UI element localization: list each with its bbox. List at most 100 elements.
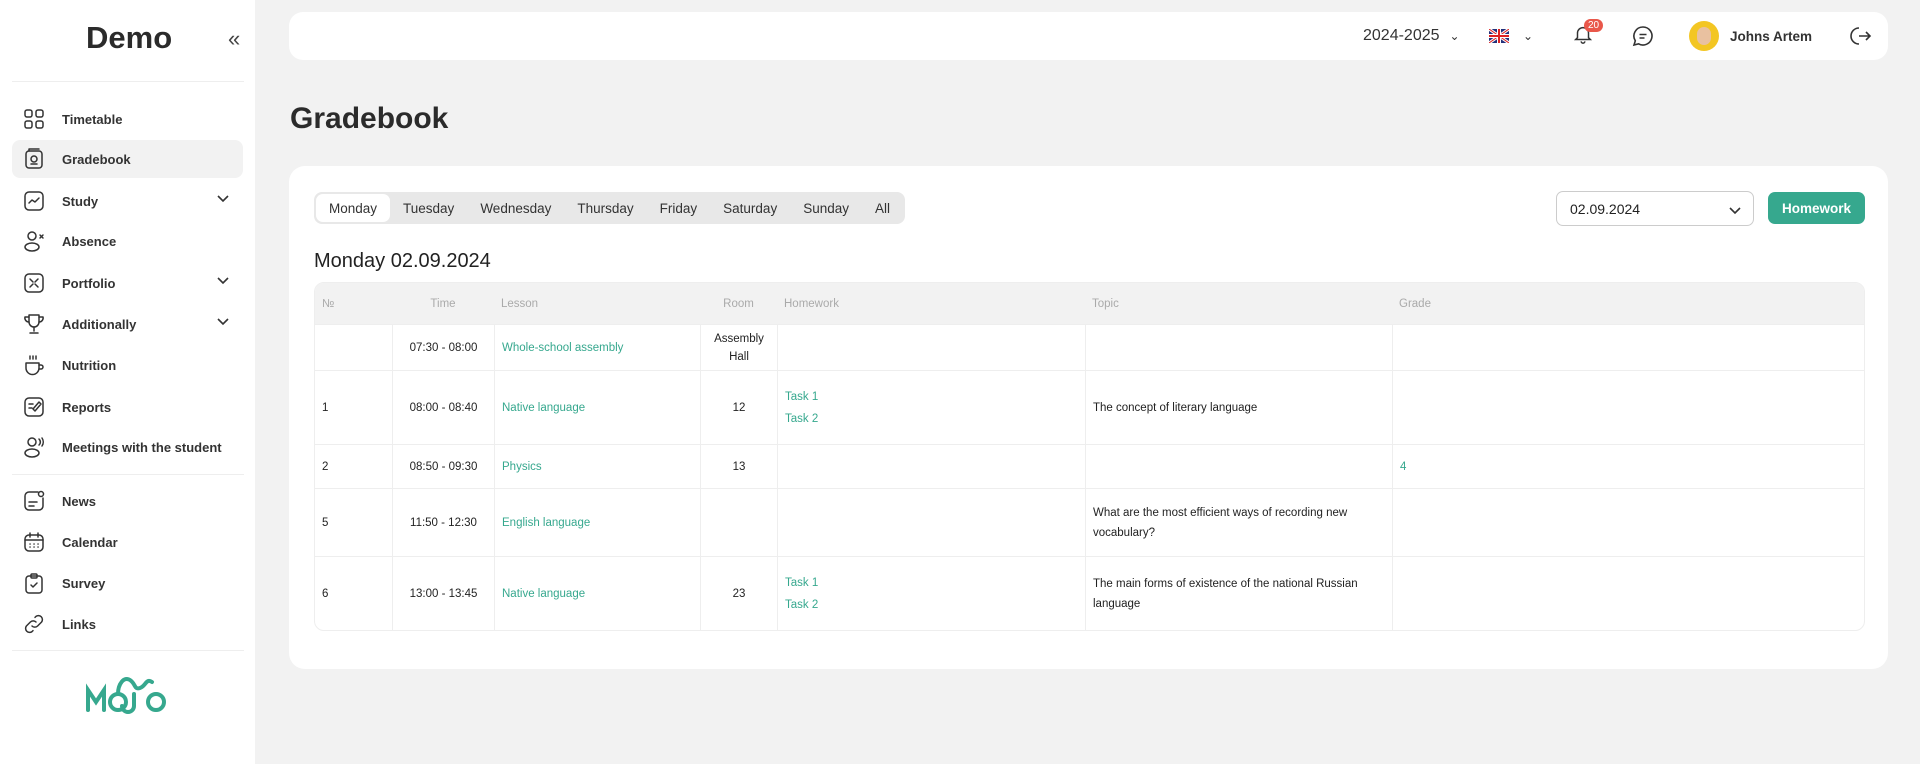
- sidebar-item-absence[interactable]: Absence: [12, 222, 243, 260]
- tab-monday[interactable]: Monday: [316, 194, 391, 222]
- room: 12: [732, 401, 746, 414]
- table-row: 5 11:50 - 12:30 English language What ar…: [315, 488, 1864, 556]
- lesson-link[interactable]: Physics: [502, 460, 542, 473]
- sidebar-item-meetings-with-the-student[interactable]: Meetings with the student: [12, 428, 243, 466]
- notifications-button[interactable]: 20: [1572, 12, 1604, 60]
- lesson-time: 11:50 - 12:30: [410, 516, 477, 529]
- homework-task-link[interactable]: Task 2: [785, 412, 819, 425]
- table-header: № Time Lesson Room Homework Topic Grade: [315, 283, 1864, 324]
- day-tabs: Monday Tuesday Wednesday Thursday Friday Satu…: [314, 192, 906, 224]
- topic: The main forms of existence of the natio…: [1093, 577, 1358, 610]
- sidebar-item-label: Absence: [62, 233, 117, 249]
- sidebar-item-label: Links: [62, 616, 96, 632]
- sidebar-item-links[interactable]: Links: [12, 605, 243, 643]
- tab-sunday[interactable]: Sunday: [803, 200, 849, 216]
- academic-year-select[interactable]: 2024-2025 ⌄: [1363, 12, 1460, 60]
- chart-trend-icon: [22, 189, 46, 213]
- lesson-number: 6: [322, 587, 329, 600]
- tab-friday[interactable]: Friday: [659, 200, 698, 216]
- tab-thursday[interactable]: Thursday: [577, 200, 634, 216]
- chevron-down-icon[interactable]: [217, 314, 229, 329]
- sidebar-item-label: Reports: [62, 399, 112, 415]
- sidebar-item-label: News: [62, 493, 96, 509]
- date-select[interactable]: 02.09.2024: [1556, 191, 1754, 226]
- logout-button[interactable]: [1849, 12, 1873, 60]
- user-profile[interactable]: Johns Artem: [1689, 12, 1812, 60]
- tab-all[interactable]: All: [875, 200, 891, 216]
- sidebar-item-label: Timetable: [62, 111, 123, 127]
- homework-task-link[interactable]: Task 1: [785, 576, 819, 589]
- homework-button[interactable]: Homework: [1768, 192, 1865, 224]
- sidebar-item-gradebook[interactable]: Gradebook: [12, 140, 243, 178]
- room: 13: [732, 460, 746, 473]
- room: 23: [732, 587, 746, 600]
- collapse-sidebar-icon[interactable]: «: [228, 26, 241, 51]
- portfolio-icon: [22, 271, 46, 295]
- grade[interactable]: 4: [1400, 460, 1407, 473]
- notification-count-badge: 20: [1584, 18, 1604, 32]
- top-bar: 2024-2025 ⌄ ⌄ 20 Johns Artem: [289, 12, 1888, 60]
- sidebar: Demo « Timetable Gradebook Study Absence Por…: [0, 0, 255, 764]
- table-row: 6 13:00 - 13:45 Native language 23 Task …: [315, 556, 1864, 630]
- calendar-icon: [22, 530, 46, 554]
- sidebar-item-survey[interactable]: Survey: [12, 564, 243, 602]
- sidebar-item-news[interactable]: News: [12, 482, 243, 520]
- sidebar-item-portfolio[interactable]: Portfolio: [12, 264, 243, 302]
- mojo-logo: [84, 668, 170, 723]
- chevron-down-icon: ⌄: [1523, 29, 1534, 43]
- chevron-down-icon: [1729, 202, 1741, 218]
- table-row: 07:30 - 08:00 Whole-school assembly Asse…: [315, 324, 1864, 370]
- brand-title: Demo: [86, 20, 173, 55]
- page-title: Gradebook: [290, 102, 449, 135]
- sidebar-item-additionally[interactable]: Additionally: [12, 305, 243, 343]
- sidebar-item-study[interactable]: Study: [12, 182, 243, 220]
- sidebar-item-label: Nutrition: [62, 357, 117, 373]
- tab-wednesday[interactable]: Wednesday: [480, 200, 552, 216]
- tab-saturday[interactable]: Saturday: [723, 200, 778, 216]
- language-select[interactable]: ⌄: [1489, 12, 1533, 60]
- column-header[interactable]: Time: [430, 297, 456, 310]
- column-header[interactable]: Lesson: [501, 297, 539, 310]
- tab-tuesday[interactable]: Tuesday: [403, 200, 455, 216]
- column-header[interactable]: №: [322, 297, 335, 310]
- column-header[interactable]: Room: [723, 297, 754, 310]
- chat-icon: [1632, 26, 1653, 47]
- column-header[interactable]: Grade: [1399, 297, 1431, 310]
- lesson-time: 08:00 - 08:40: [409, 401, 478, 414]
- lesson-link[interactable]: English language: [502, 516, 591, 529]
- lesson-link[interactable]: Whole-school assembly: [502, 341, 624, 354]
- gradebook-icon: [22, 147, 46, 171]
- sidebar-item-timetable[interactable]: Timetable: [12, 100, 243, 138]
- academic-year-value: 2024-2025: [1363, 27, 1440, 44]
- lesson-link[interactable]: Native language: [502, 401, 586, 414]
- homework-task-link[interactable]: Task 1: [785, 390, 819, 403]
- sidebar-item-reports[interactable]: Reports: [12, 388, 243, 426]
- user-name: Johns Artem: [1730, 28, 1813, 44]
- sidebar-item-nutrition[interactable]: Nutrition: [12, 346, 243, 384]
- gradebook-card: Monday Tuesday Wednesday Thursday Friday Satu…: [289, 166, 1888, 669]
- lesson-number: 1: [322, 401, 329, 414]
- divider: [12, 474, 244, 475]
- user-x-icon: [22, 229, 46, 253]
- user-voice-icon: [22, 435, 46, 459]
- divider: [12, 81, 244, 82]
- logout-icon: [1850, 27, 1872, 45]
- column-header[interactable]: Homework: [784, 297, 839, 310]
- trophy-icon: [22, 312, 46, 336]
- chevron-down-icon[interactable]: [217, 191, 229, 206]
- column-header[interactable]: Topic: [1092, 297, 1119, 310]
- homework-task-link[interactable]: Task 2: [785, 598, 819, 611]
- report-edit-icon: [22, 395, 46, 419]
- messages-button[interactable]: [1631, 12, 1655, 60]
- table-row: 1 08:00 - 08:40 Native language 12 Task …: [315, 370, 1864, 444]
- sidebar-item-label: Portfolio: [62, 275, 116, 291]
- lesson-time: 08:50 - 09:30: [409, 460, 478, 473]
- clipboard-check-icon: [22, 571, 46, 595]
- chevron-down-icon[interactable]: [217, 273, 229, 288]
- day-heading: Monday 02.09.2024: [314, 250, 491, 272]
- lesson-time: 07:30 - 08:00: [409, 341, 478, 354]
- sidebar-item-calendar[interactable]: Calendar: [12, 523, 243, 561]
- lesson-link[interactable]: Native language: [502, 587, 586, 600]
- sidebar-item-label: Survey: [62, 575, 106, 591]
- chevron-down-icon: ⌄: [1449, 29, 1460, 43]
